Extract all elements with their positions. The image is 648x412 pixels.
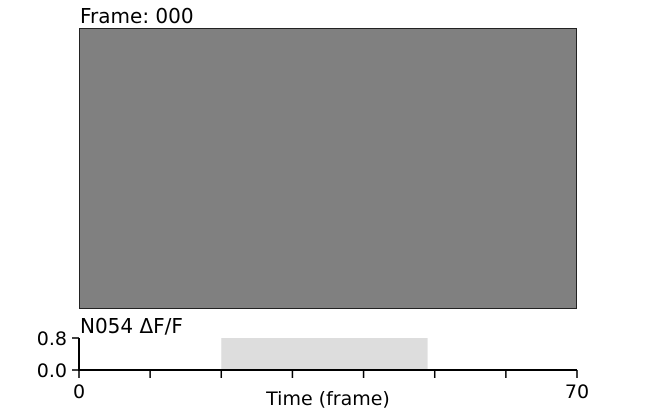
y-tick-label: 0.8 <box>37 328 67 350</box>
x-tick-label: 0 <box>73 381 85 403</box>
frame-title: Frame: 000 <box>80 4 194 28</box>
x-ticks: 0 70 <box>73 370 589 403</box>
y-ticks: 0.00.8 <box>37 328 79 382</box>
stimulus-highlight <box>221 338 428 370</box>
x-axis-label: Time (frame) <box>265 388 390 410</box>
y-tick-label: 0.0 <box>37 360 67 382</box>
x-tick-label: 70 <box>565 381 589 403</box>
frame-image <box>79 28 577 309</box>
trace-title: N054 ΔF/F <box>80 314 183 338</box>
